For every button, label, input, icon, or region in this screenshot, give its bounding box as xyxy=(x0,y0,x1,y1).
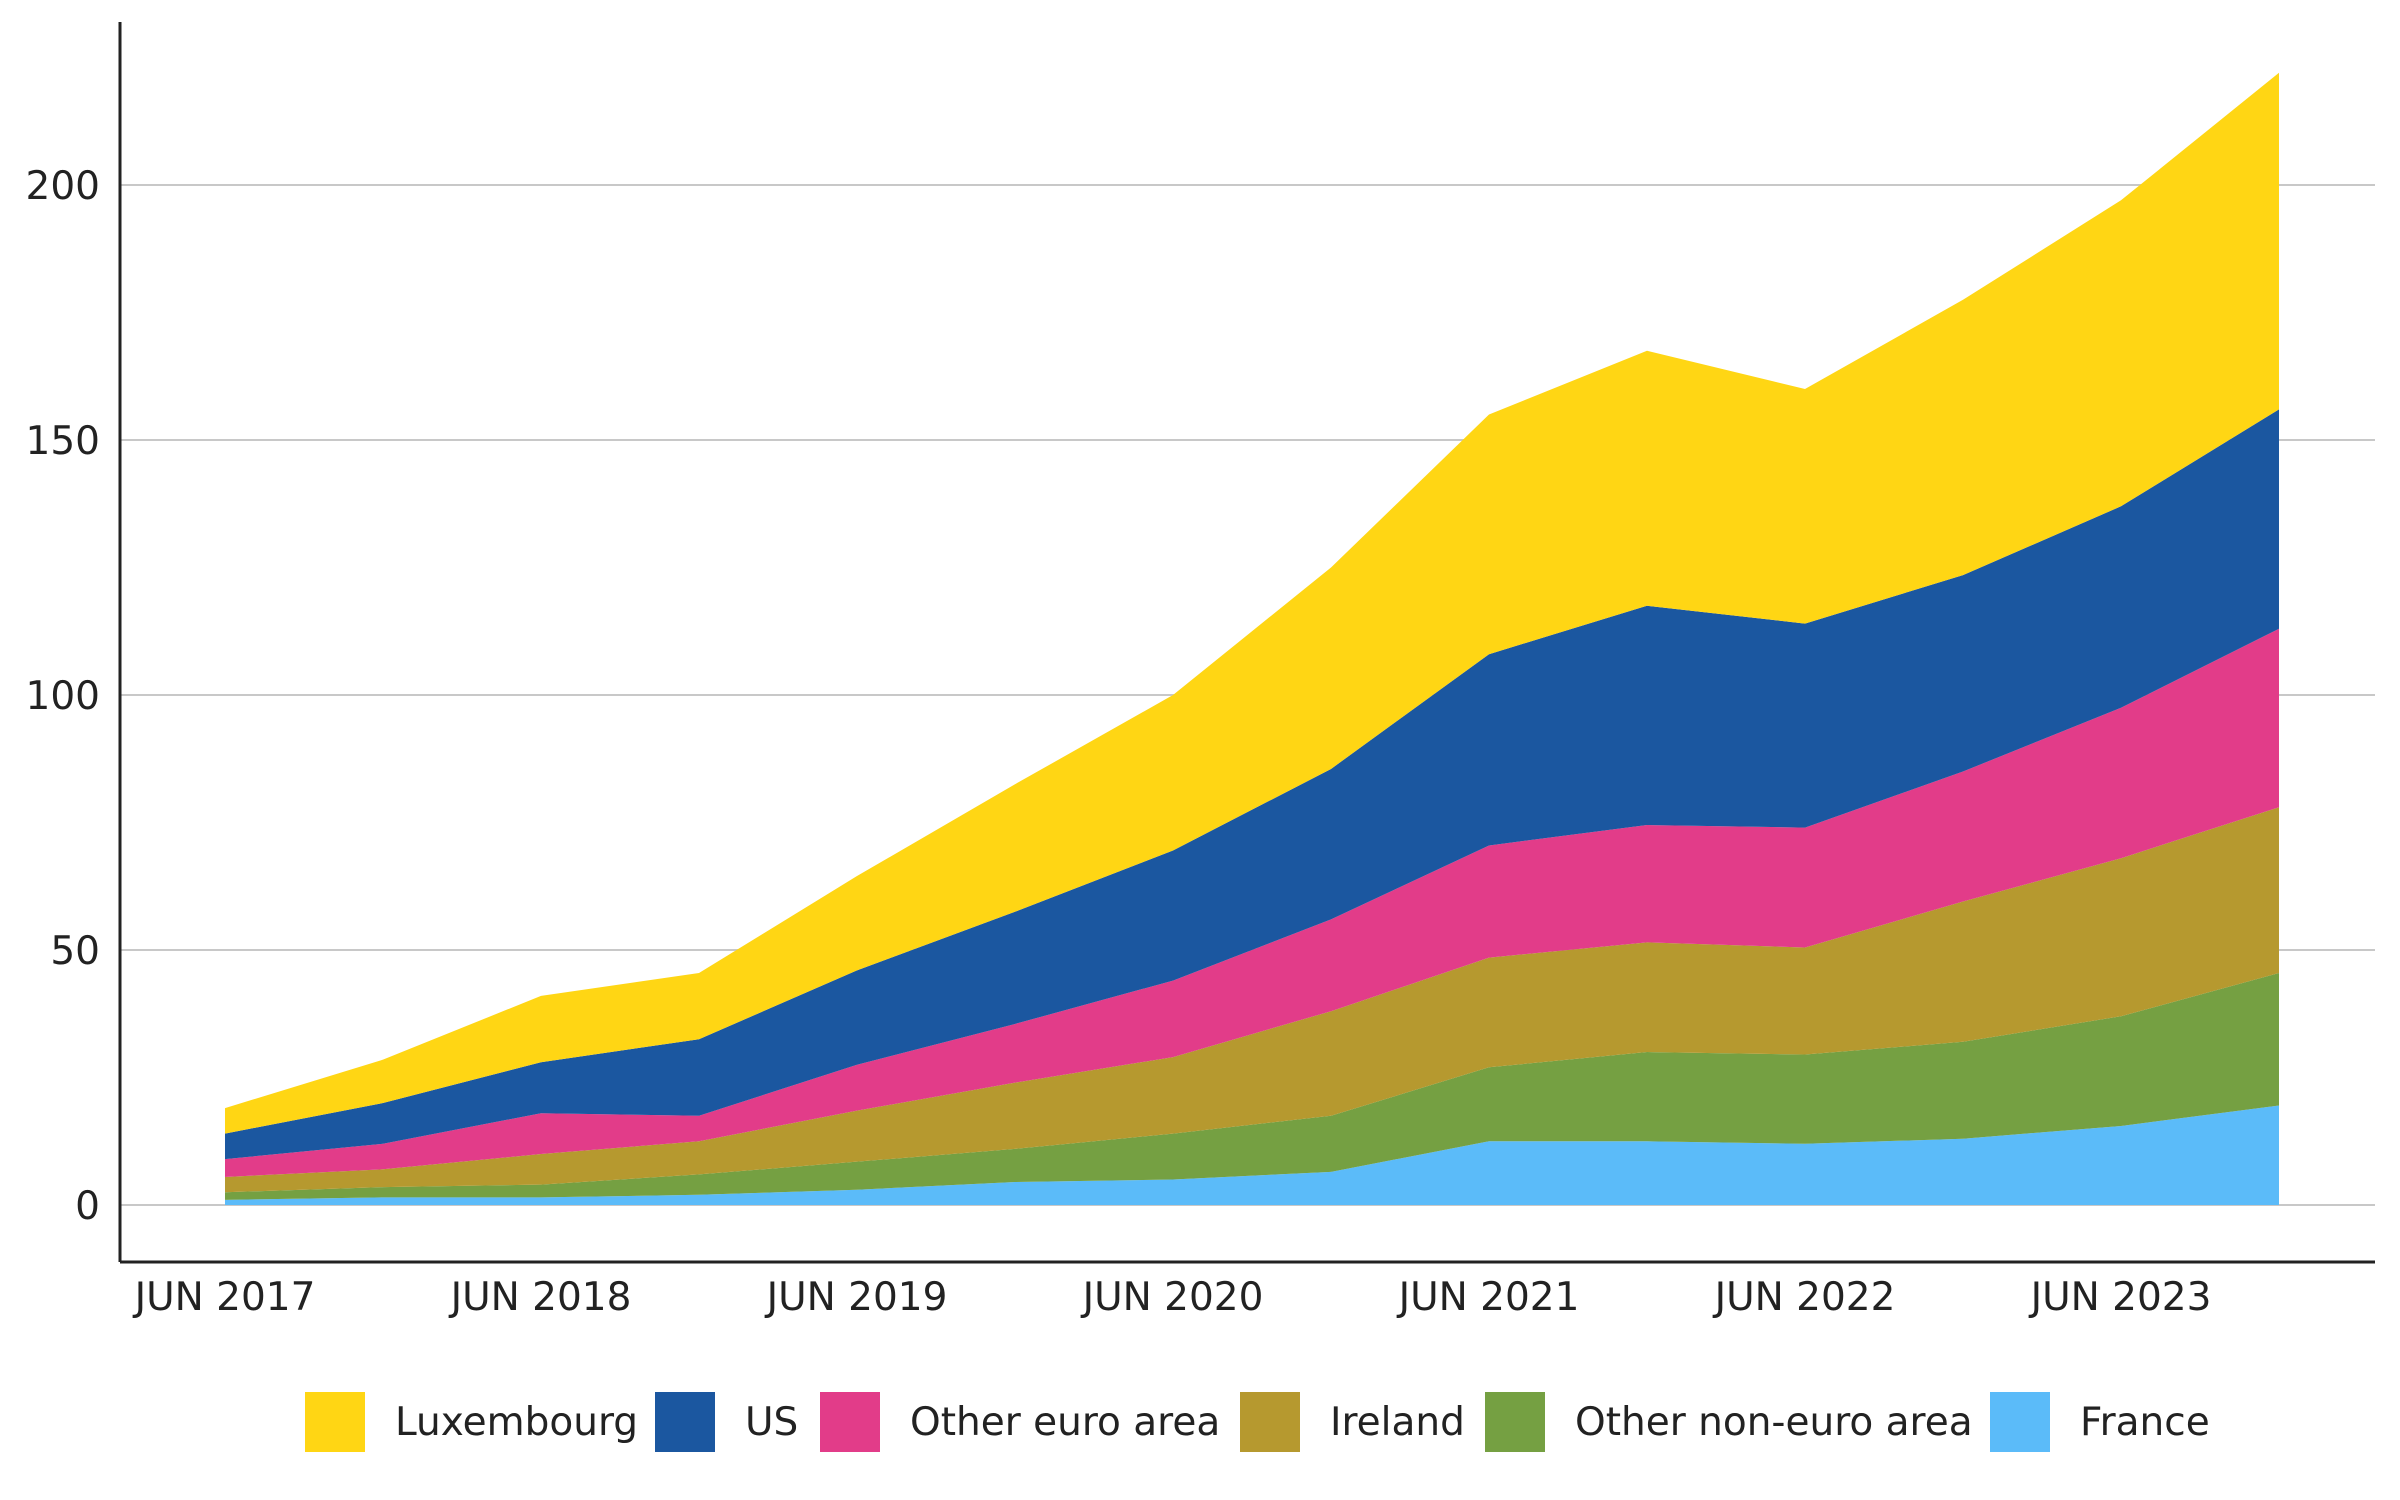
y-tick-label: 100 xyxy=(26,674,100,719)
y-tick-label: 150 xyxy=(26,419,100,464)
legend-swatch xyxy=(655,1392,715,1452)
legend-label: US xyxy=(745,1400,798,1445)
legend-label: Other euro area xyxy=(910,1400,1220,1445)
legend-item-other-non-euro-area: Other non-euro area xyxy=(1485,1392,1973,1452)
legend-swatch xyxy=(1990,1392,2050,1452)
x-tick-label: JUN 2021 xyxy=(1396,1275,1580,1320)
legend-swatch xyxy=(305,1392,365,1452)
area-us xyxy=(225,409,2279,1160)
area-ireland xyxy=(225,807,2279,1193)
x-tick-label: JUN 2019 xyxy=(764,1275,948,1320)
series-areas xyxy=(225,72,2279,1205)
y-tick-label: 0 xyxy=(75,1184,100,1229)
legend-label: Luxembourg xyxy=(395,1400,638,1445)
y-tick-label: 200 xyxy=(26,164,100,209)
area-france xyxy=(225,1105,2279,1205)
legend-item-ireland: Ireland xyxy=(1240,1392,1465,1452)
legend-swatch xyxy=(1485,1392,1545,1452)
x-tick-label: JUN 2017 xyxy=(132,1275,316,1320)
x-tick-label: JUN 2023 xyxy=(2028,1275,2212,1320)
x-tick-labels: JUN 2017 JUN 2018 JUN 2019 JUN 2020 JUN 2021… xyxy=(132,1275,2212,1320)
x-tick-label: JUN 2022 xyxy=(1712,1275,1896,1320)
legend-item-france: France xyxy=(1990,1392,2210,1452)
area-other-non-euro-area xyxy=(225,972,2279,1200)
y-tick-labels: 0 50 100 150 200 xyxy=(26,164,100,1229)
legend-label: France xyxy=(2080,1400,2210,1445)
axes xyxy=(118,22,2375,1264)
legend-item-us: US xyxy=(655,1392,798,1452)
legend-item-luxembourg: Luxembourg xyxy=(305,1392,638,1452)
legend-swatch xyxy=(820,1392,880,1452)
x-tick-label: JUN 2018 xyxy=(448,1275,632,1320)
area-other-euro-area xyxy=(225,628,2279,1177)
legend-label: Other non-euro area xyxy=(1575,1400,1973,1445)
legend-swatch xyxy=(1240,1392,1300,1452)
area-luxembourg xyxy=(225,72,2279,1134)
legend: Luxembourg US Other euro area Ireland Other … xyxy=(305,1392,2210,1452)
y-tick-label: 50 xyxy=(50,929,100,974)
x-tick-label: JUN 2020 xyxy=(1080,1275,1264,1320)
legend-item-other-euro-area: Other euro area xyxy=(820,1392,1220,1452)
legend-label: Ireland xyxy=(1330,1400,1465,1445)
